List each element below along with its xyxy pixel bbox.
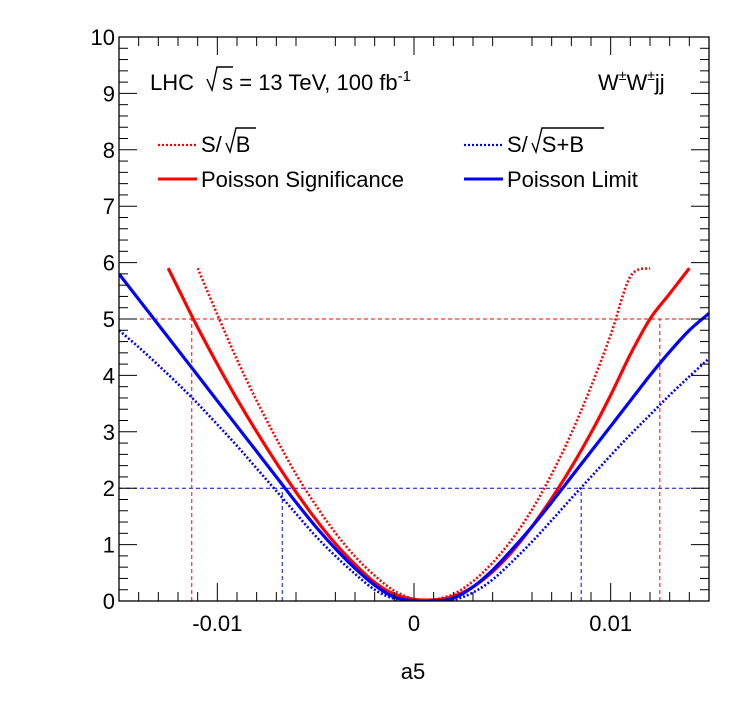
legend-label-s-over-sqrt-b-main: S/ <box>201 132 223 157</box>
y-tick-label: 10 <box>91 25 115 50</box>
legend-label-s-over-sqrt-s-plus-b-root: S+B <box>542 132 584 157</box>
energy-annotation: LHC s = 13 TeV, 100 fb-1 <box>150 66 411 95</box>
y-tick-labels: 0 1 2 3 4 5 6 7 8 9 10 <box>91 25 115 614</box>
x-tick-label: 0.01 <box>589 611 632 636</box>
y-tick-label: 6 <box>103 251 115 276</box>
legend-label-s-over-sqrt-s-plus-b-main: S/ <box>507 132 529 157</box>
process-w1: W <box>598 70 619 95</box>
y-tick-label: 0 <box>103 589 115 614</box>
process-jj: jj <box>654 70 665 95</box>
sqrt-s-symbol <box>206 66 233 93</box>
legend-entry-poisson-limit: Poisson Limit <box>464 167 638 192</box>
energy-annotation-exponent: -1 <box>398 68 411 85</box>
x-tick-label: 0 <box>408 611 420 636</box>
y-tick-label: 7 <box>103 194 115 219</box>
energy-annotation-s: s <box>222 70 233 95</box>
legend-label-s-over-sqrt-b: S/B <box>201 132 250 157</box>
legend-label-poisson-limit: Poisson Limit <box>507 167 638 192</box>
energy-annotation-text: LHC s = 13 TeV, 100 fb-1 <box>150 68 411 95</box>
axis-ticks <box>119 36 709 602</box>
legend-entry-s-over-sqrt-b: S/B <box>158 127 256 157</box>
legend-sqrt-symbol-s-plus-b <box>531 127 604 155</box>
y-tick-label: 9 <box>103 81 115 106</box>
legend-label-poisson-significance: Poisson Significance <box>201 167 404 192</box>
energy-annotation-prefix: LHC <box>150 70 200 95</box>
series-group <box>119 266 709 601</box>
y-tick-label: 8 <box>103 138 115 163</box>
x-tick-labels: -0.01 0 0.01 <box>192 611 632 636</box>
y-tick-label: 2 <box>103 476 115 501</box>
legend-label-s-over-sqrt-b-root: B <box>236 132 251 157</box>
legend-entry-poisson-significance: Poisson Significance <box>158 167 404 192</box>
process-pm2: ± <box>647 67 655 83</box>
x-tick-label: -0.01 <box>192 611 242 636</box>
series-poisson-limit <box>119 272 709 601</box>
y-tick-label: 3 <box>103 420 115 445</box>
process-w2: W <box>626 70 647 95</box>
legend-sqrt-symbol-b <box>225 127 256 155</box>
process-annotation: W±W±jj <box>598 67 665 95</box>
x-axis-title: a5 <box>401 659 425 684</box>
process-pm1: ± <box>619 67 627 83</box>
legend-entry-s-over-sqrt-s-plus-b: S/S+B <box>464 127 604 157</box>
y-tick-label: 5 <box>103 307 115 332</box>
legend-label-s-over-sqrt-s-plus-b: S/S+B <box>507 132 584 157</box>
series-s-s-b <box>119 329 709 601</box>
energy-annotation-suffix: = 13 TeV, 100 fb <box>233 70 398 95</box>
legend: S/B S/S+B Poisson Significance Poisson L… <box>158 127 638 192</box>
y-tick-label: 4 <box>103 363 115 388</box>
y-tick-label: 1 <box>103 533 115 558</box>
